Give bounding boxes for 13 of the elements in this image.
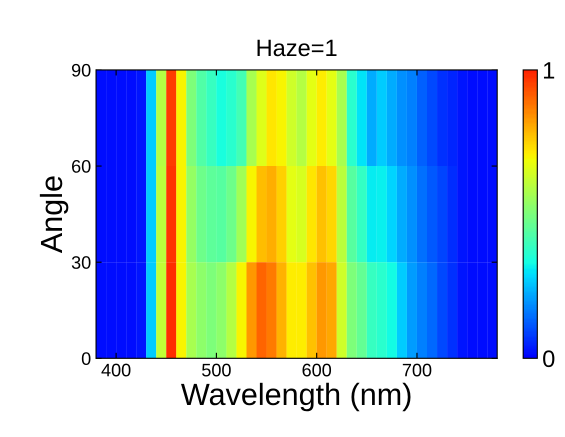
y-tick-label: 0 bbox=[82, 352, 90, 366]
y-tick-label: 90 bbox=[72, 64, 90, 77]
y-tick-label: 60 bbox=[72, 160, 90, 173]
x-tick-label: 500 bbox=[202, 364, 231, 376]
color-bar-label: 0 bbox=[543, 350, 554, 368]
y-tick-label: 30 bbox=[72, 256, 90, 269]
y-axis-title: Angle bbox=[40, 176, 68, 254]
x-axis-title: Wavelength (nm) bbox=[181, 382, 410, 412]
color-bar-label: 1 bbox=[544, 62, 554, 78]
x-tick-label: 400 bbox=[101, 364, 130, 376]
chart-title: Haze=1 bbox=[258, 40, 336, 56]
x-tick-label: 700 bbox=[402, 364, 432, 376]
x-tick-label: 600 bbox=[302, 364, 332, 376]
